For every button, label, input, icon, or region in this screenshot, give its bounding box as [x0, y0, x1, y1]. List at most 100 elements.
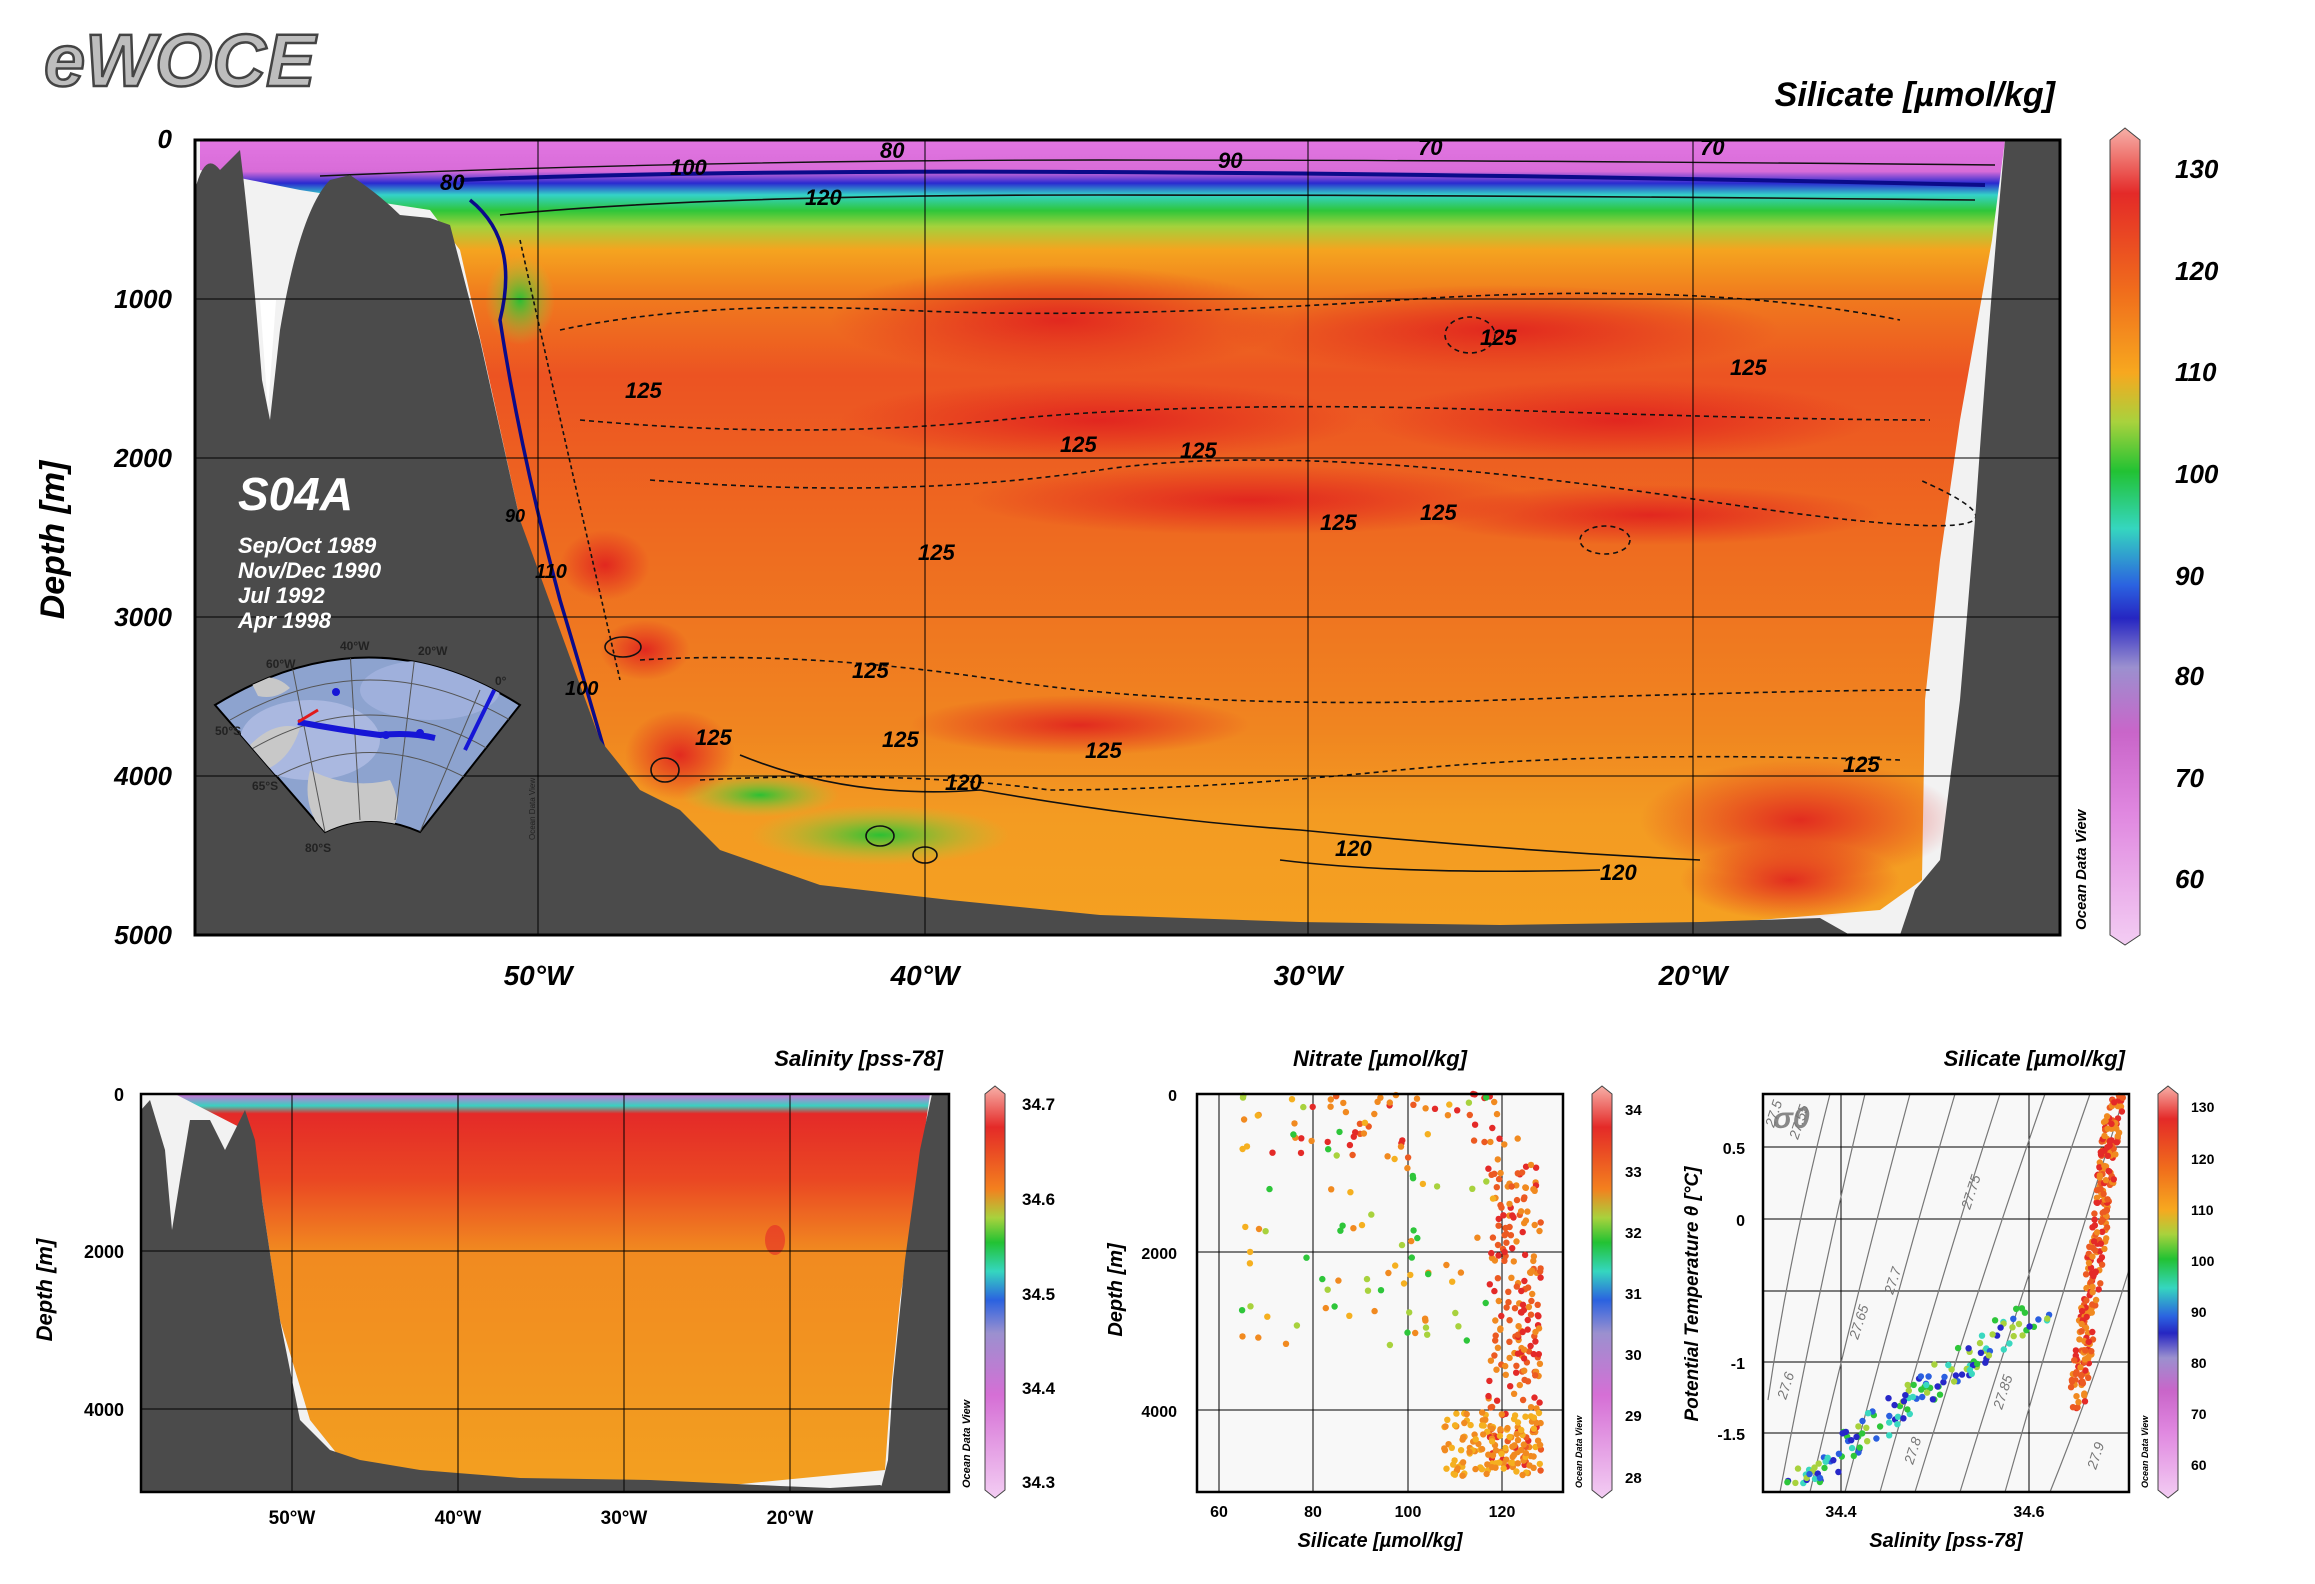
- scatter-point: [2068, 1378, 2076, 1385]
- colorbar-tick: 110: [2191, 1202, 2214, 1218]
- scatter-point: [1454, 1107, 1461, 1114]
- colorbar-tick: 60: [2191, 1457, 2207, 1473]
- scatter-point: [1497, 1169, 1504, 1177]
- scatter-point: [2078, 1328, 2085, 1335]
- scatter-point: [1909, 1393, 1917, 1401]
- scatter-point: [1536, 1399, 1543, 1406]
- scatter-point: [2071, 1357, 2078, 1364]
- scatter-point: [1506, 1433, 1513, 1441]
- scatter-point: [1530, 1253, 1538, 1260]
- scatter-point: [2072, 1370, 2079, 1378]
- scatter-point: [1519, 1228, 1526, 1236]
- scatter-point: [1934, 1383, 1941, 1390]
- scatter-point: [2118, 1108, 2126, 1115]
- scatter-point: [1536, 1460, 1544, 1468]
- contour-label: 125: [1320, 510, 1357, 535]
- scatter-point: [1835, 1468, 1842, 1476]
- scatter-point: [1408, 1254, 1416, 1261]
- main-watermark: Ocean Data View: [2073, 808, 2090, 930]
- colorbar-tick: 34: [1625, 1102, 1642, 1119]
- scatter-point: [1368, 1211, 1375, 1218]
- scatter-point: [2076, 1336, 2083, 1343]
- scatter-point: [1941, 1373, 1948, 1381]
- scatter-point: [2081, 1398, 2089, 1405]
- scatter-point: [1525, 1303, 1533, 1311]
- scatter-point: [1500, 1212, 1507, 1219]
- scatter-point: [2077, 1364, 2084, 1371]
- scatter-point: [1508, 1183, 1515, 1190]
- x-tick-label: 34.6: [2013, 1504, 2044, 1521]
- scatter-point: [1371, 1110, 1378, 1118]
- y-tick-label: 1000: [114, 284, 172, 314]
- scatter-point: [1465, 1099, 1473, 1106]
- scatter-point: [1242, 1223, 1249, 1231]
- scatter-point: [1521, 1376, 1528, 1384]
- scatter-point: [1404, 1154, 1412, 1161]
- scatter-point: [1848, 1444, 1856, 1452]
- scatter-point: [1408, 1237, 1415, 1245]
- scatter-point: [2073, 1393, 2080, 1400]
- scatter-point: [1481, 1138, 1488, 1146]
- scatter-point: [2006, 1340, 2013, 1347]
- y-tick-label: 4000: [113, 761, 172, 791]
- scatter-point: [1336, 1128, 1343, 1136]
- scatter-point: [1474, 1234, 1481, 1241]
- scatter-point: [1433, 1183, 1441, 1190]
- scatter-point: [1931, 1361, 1938, 1368]
- scatter-point: [2095, 1286, 2102, 1293]
- scatter-point: [1537, 1268, 1544, 1275]
- scatter-point: [1269, 1149, 1276, 1156]
- y-tick-label: -1.5: [1717, 1427, 1745, 1444]
- scatter-point: [1404, 1329, 1411, 1336]
- scatter-point: [1522, 1184, 1530, 1192]
- scatter-point: [1501, 1232, 1508, 1239]
- scatter-point: [1350, 1225, 1357, 1232]
- scatter-point: [1510, 1390, 1518, 1398]
- scatter-point: [1342, 1108, 1350, 1116]
- scatter-point: [1503, 1456, 1510, 1463]
- scatter-point: [1346, 1312, 1353, 1320]
- scatter-point: [1537, 1467, 1544, 1474]
- scatter-point: [1891, 1401, 1898, 1409]
- scatter-point: [2092, 1296, 2100, 1304]
- scatter-point: [1514, 1170, 1522, 1177]
- scatter-point: [2108, 1137, 2115, 1144]
- scatter-point: [1954, 1344, 1962, 1352]
- scatter-point: [1535, 1409, 1543, 1417]
- scatter-point: [1522, 1217, 1530, 1224]
- scatter-point: [1864, 1410, 1872, 1417]
- scatter-point: [2098, 1149, 2105, 1156]
- scatter-point: [1534, 1301, 1541, 1309]
- scatter-point: [1509, 1443, 1516, 1450]
- scatter-point: [1424, 1131, 1432, 1138]
- scatter-point: [2072, 1347, 2080, 1354]
- scatter-point: [1327, 1096, 1335, 1103]
- colorbar-tick: 110: [2175, 357, 2217, 387]
- ewoce-logo: eWOCE: [44, 19, 318, 102]
- scatter-point: [1327, 1103, 1334, 1110]
- y-tick-label: 4000: [1141, 1404, 1177, 1421]
- ts-watermark: Ocean Data View: [2140, 1415, 2150, 1488]
- scatter-point: [1470, 1137, 1478, 1144]
- contour-label: 120: [1600, 860, 1637, 885]
- scatter-point: [1496, 1432, 1504, 1440]
- cruise-date: Sep/Oct 1989: [238, 533, 377, 558]
- scatter-point: [1495, 1222, 1502, 1229]
- contour-label: 125: [1730, 355, 1767, 380]
- inset-map: 60°W 40°W 20°W 0° 50°S 65°S 80°S Ocean D…: [213, 639, 537, 855]
- contour-label: 125: [695, 725, 732, 750]
- scatter-point: [1532, 1372, 1539, 1379]
- scatter-point: [2026, 1323, 2033, 1330]
- scatter-point: [1535, 1351, 1543, 1358]
- scatter-point: [1521, 1367, 1528, 1374]
- scatter-point: [1985, 1352, 1993, 1359]
- scatter-point: [1496, 1135, 1503, 1142]
- scatter-point: [1508, 1274, 1515, 1282]
- scatter-point: [1340, 1099, 1347, 1107]
- scatter-point: [1531, 1187, 1538, 1195]
- colorbar-tick: 34.4: [1022, 1379, 1056, 1398]
- scatter-point: [1238, 1307, 1246, 1314]
- scatter-point: [1522, 1413, 1529, 1420]
- scatter-point: [1528, 1267, 1536, 1274]
- scatter-point: [1494, 1156, 1502, 1163]
